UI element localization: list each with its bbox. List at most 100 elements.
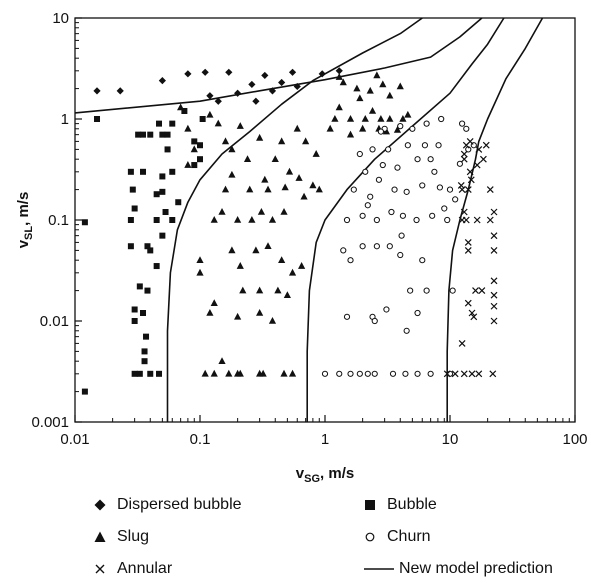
bubble-point (159, 131, 166, 138)
legend-label: Dispersed bubble (117, 496, 242, 513)
churn-point (371, 370, 378, 377)
slug-point (288, 268, 297, 276)
churn-point (452, 196, 459, 203)
dispersed-bubble-point (93, 87, 101, 95)
slug-point (257, 208, 266, 215)
slug-point (300, 192, 308, 200)
annular-point (490, 208, 498, 216)
slug-point (278, 256, 286, 263)
legend-item-bubble: Bubble (363, 496, 437, 514)
churn-point (435, 142, 442, 149)
slug-point (315, 185, 323, 193)
annular-point (464, 238, 472, 246)
bubble-point (127, 217, 134, 223)
churn-point (364, 202, 371, 209)
dispersed-bubble-point (248, 80, 256, 89)
dispersed-bubble-point (116, 87, 124, 95)
slug-point (366, 86, 374, 94)
churn-point (359, 212, 366, 219)
bubble-point (169, 120, 176, 127)
churn-point (379, 161, 386, 169)
slug-point (356, 94, 364, 102)
annular-point (489, 370, 497, 378)
slug-point (221, 185, 230, 193)
churn-point (398, 232, 405, 239)
annular-point (457, 181, 465, 189)
circle-icon (365, 532, 375, 542)
dispersed-bubble-point (158, 76, 166, 85)
dispersed-bubble-point (214, 97, 222, 105)
churn-point (427, 370, 434, 377)
slug-point (377, 115, 385, 122)
bubble-point (156, 370, 163, 377)
slug-point (221, 137, 230, 145)
bubble-point (140, 168, 147, 175)
churn-point (444, 216, 451, 224)
slug-point (228, 170, 236, 178)
x-axis-ticks: 0.01 0.1 1 10 100 (60, 415, 588, 448)
slug-point (283, 291, 291, 299)
churn-point (388, 208, 395, 216)
slug-point (264, 242, 272, 250)
slug-point (293, 124, 301, 132)
slug-point (234, 312, 242, 320)
bubble-point (159, 232, 166, 239)
slug-point (281, 183, 289, 191)
annular-point (464, 186, 472, 194)
annular-point (451, 370, 459, 378)
x-tick-label: 1 (321, 431, 329, 448)
slug-point (218, 357, 226, 364)
slug-point (210, 216, 218, 223)
churn-point (436, 184, 443, 191)
annular-point (470, 313, 478, 321)
bubble-point (181, 108, 188, 115)
slug-point (246, 185, 254, 193)
annular-point (490, 302, 498, 310)
slug-point (368, 107, 377, 114)
churn-point (364, 370, 371, 377)
annular-point (464, 299, 472, 307)
legend-label: Slug (117, 528, 150, 545)
slug-point (339, 78, 347, 86)
slug-point (335, 73, 343, 80)
bubble-point (153, 191, 160, 198)
annular-point (458, 339, 466, 347)
annular-point (473, 216, 481, 224)
line-icon (364, 568, 394, 570)
slug-point (214, 119, 222, 127)
annular-point (490, 232, 498, 240)
bubble-point (197, 156, 203, 163)
slug-point (399, 115, 407, 122)
churn-point (336, 370, 343, 377)
churn-point (456, 160, 463, 167)
slug-point (259, 369, 267, 377)
bubble-point (159, 173, 166, 180)
cross-icon (95, 564, 105, 574)
slug-point (196, 256, 204, 263)
annular-point (490, 246, 498, 254)
dispersed-bubble-point (234, 89, 242, 97)
bubble-point (129, 186, 136, 193)
annular-point (486, 186, 494, 194)
bubble-point (136, 283, 143, 290)
slug-point (239, 286, 247, 294)
bubble-point (131, 205, 138, 212)
slug-point (184, 161, 192, 168)
churn-point (419, 182, 426, 189)
slug-point (256, 286, 264, 294)
slug-point (210, 369, 218, 377)
churn-point (321, 370, 329, 377)
bubble-point (136, 370, 143, 377)
annular-point (473, 161, 481, 169)
y-tick-label: 0.001 (31, 414, 69, 431)
slug-point (206, 309, 214, 316)
y-tick-label: 10 (52, 10, 69, 27)
annular-point (490, 317, 498, 325)
dispersed-bubble-point (278, 78, 286, 87)
dispersed-bubble-point (293, 82, 301, 91)
slug-point (309, 181, 317, 189)
annular-point (468, 370, 476, 378)
bubble-point (127, 168, 134, 175)
slug-point (280, 208, 288, 215)
annular-point (490, 277, 498, 285)
